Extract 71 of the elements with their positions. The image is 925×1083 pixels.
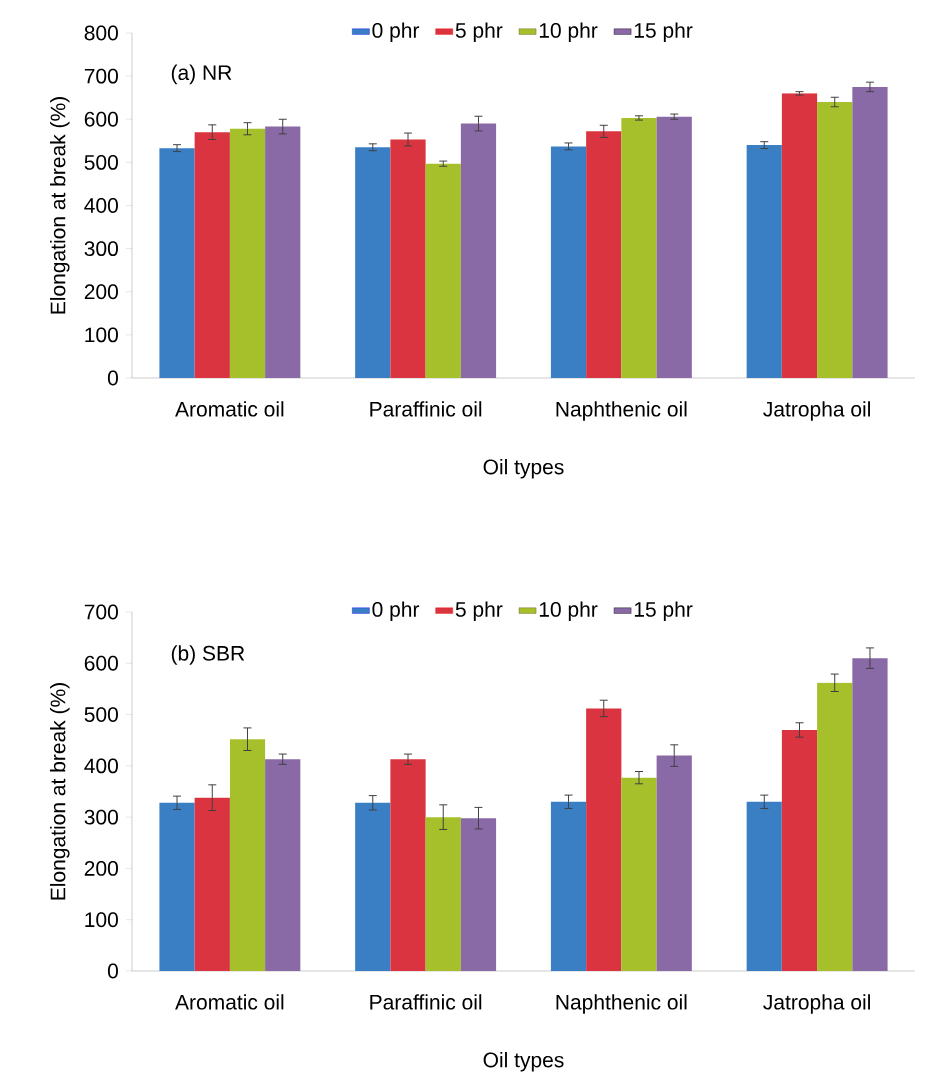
x-tick-label: Jatropha oil (763, 994, 870, 1014)
bar (229, 739, 266, 971)
y-axis-title: Elongation at break (%) (49, 683, 70, 900)
bar (656, 755, 692, 971)
legend-label: 5 phr (455, 22, 503, 43)
bar (817, 682, 853, 971)
y-tick-label: 100 (85, 912, 118, 928)
bar (390, 759, 426, 971)
x-tick-label: Naphthenic oil (556, 401, 687, 421)
y-tick-label: 100 (85, 327, 118, 343)
y-tick-label: 300 (84, 241, 118, 257)
y-tick-label: 400 (84, 198, 118, 213)
bar (355, 147, 391, 378)
x-tick-label: Aromatic oil (175, 994, 284, 1010)
y-tick-label: 600 (84, 111, 118, 127)
bar (746, 145, 782, 378)
bar (817, 102, 853, 378)
bar (355, 802, 391, 971)
x-tick-label: Naphthenic oil (556, 994, 687, 1014)
legend-label: 15 phr (634, 601, 693, 622)
legend-label: 15 phr (634, 22, 693, 43)
x-axis-title: Oil types (483, 1051, 564, 1072)
bar (194, 797, 230, 971)
y-tick-label: 600 (84, 655, 118, 671)
bar (621, 777, 657, 971)
bar (852, 658, 888, 971)
y-tick-label: 0 (107, 963, 118, 979)
bar (550, 146, 587, 378)
bar (852, 86, 888, 378)
x-tick-label: Paraffinic oil (370, 994, 482, 1010)
bar (265, 759, 301, 971)
legend-label: 0 phr (372, 601, 420, 622)
legend-label: 5 phr (455, 601, 503, 622)
y-tick-label: 500 (84, 154, 118, 170)
legend-label: 10 phr (539, 601, 598, 622)
x-axis-title: Oil types (483, 458, 564, 479)
bar (746, 801, 782, 971)
bar (656, 116, 692, 378)
bar (390, 139, 426, 378)
y-tick-label: 200 (84, 860, 118, 876)
bar (550, 801, 587, 971)
bar (265, 126, 301, 378)
bar (229, 128, 266, 378)
bar (425, 817, 461, 971)
legend-label: 10 phr (539, 22, 598, 43)
y-tick-label: 500 (84, 707, 118, 722)
annotation: (a) NR (171, 64, 232, 85)
y-tick-label: 700 (84, 68, 118, 84)
bar (194, 132, 230, 378)
bar (781, 93, 818, 378)
legend-label: 0 phr (372, 22, 420, 43)
y-tick-label: 400 (84, 758, 118, 774)
y-tick-label: 200 (84, 284, 118, 300)
bar (460, 123, 497, 378)
x-tick-label: Aromatic oil (175, 401, 284, 417)
bar (621, 117, 657, 378)
annotation: (b) SBR (171, 645, 245, 665)
bar (159, 148, 195, 378)
bar (781, 729, 818, 971)
bar (586, 708, 622, 971)
x-tick-label: Paraffinic oil (370, 401, 482, 417)
x-tick-label: Jatropha oil (763, 401, 870, 421)
y-tick-label: 300 (84, 809, 118, 825)
y-tick-label: 0 (107, 370, 118, 386)
y-tick-label: 700 (84, 604, 118, 620)
bar (425, 163, 461, 378)
bar (586, 131, 622, 378)
y-axis-title: Elongation at break (%) (49, 97, 70, 314)
bar (460, 818, 497, 971)
bar (159, 802, 195, 971)
y-tick-label: 800 (84, 25, 118, 41)
